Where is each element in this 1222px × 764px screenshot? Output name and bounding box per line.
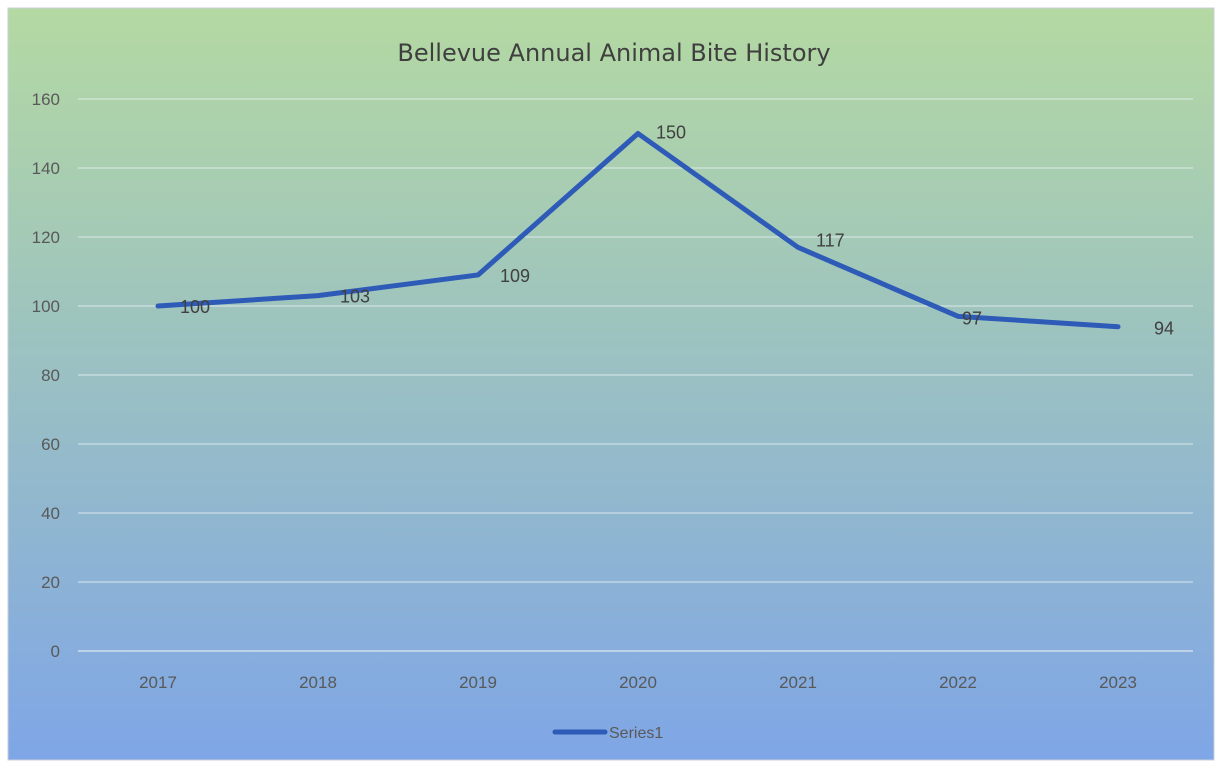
legend: Series1	[552, 725, 663, 742]
x-tick-label: 2023	[1099, 673, 1137, 692]
x-tick-label: 2021	[779, 673, 817, 692]
series-lines	[155, 131, 1121, 330]
series-line-series1	[155, 131, 1121, 330]
gridlines	[78, 98, 1193, 652]
data-label: 103	[340, 287, 370, 307]
y-tick-label: 140	[32, 159, 60, 178]
y-tick-label: 160	[32, 90, 60, 109]
y-tick-label: 40	[41, 504, 60, 523]
data-label: 97	[962, 308, 982, 328]
y-tick-label: 20	[41, 573, 60, 592]
x-tick-label: 2017	[139, 673, 177, 692]
legend-label-series1: Series1	[609, 725, 663, 742]
x-tick-label: 2018	[299, 673, 337, 692]
chart-title: Bellevue Annual Animal Bite History	[397, 39, 830, 67]
data-label: 109	[500, 266, 530, 286]
data-label: 117	[816, 230, 845, 250]
y-axis-tick-labels: 0 20 40 60 80 100 120 140 160	[32, 90, 60, 661]
y-tick-label: 80	[41, 366, 60, 385]
x-axis-tick-labels: 2017 2018 2019 2020 2021 2022 2023	[139, 673, 1137, 692]
x-tick-label: 2019	[459, 673, 497, 692]
data-labels: 100 103 109 150 117 97 94	[180, 123, 1174, 339]
data-label: 150	[656, 123, 686, 143]
data-label: 100	[180, 297, 210, 317]
y-tick-label: 100	[32, 297, 60, 316]
x-tick-label: 2022	[939, 673, 977, 692]
chart-background	[7, 7, 1215, 761]
x-tick-label: 2020	[619, 673, 657, 692]
data-label: 94	[1154, 319, 1174, 339]
y-tick-label: 60	[41, 435, 60, 454]
y-tick-label: 0	[51, 642, 60, 661]
y-tick-label: 120	[32, 228, 60, 247]
